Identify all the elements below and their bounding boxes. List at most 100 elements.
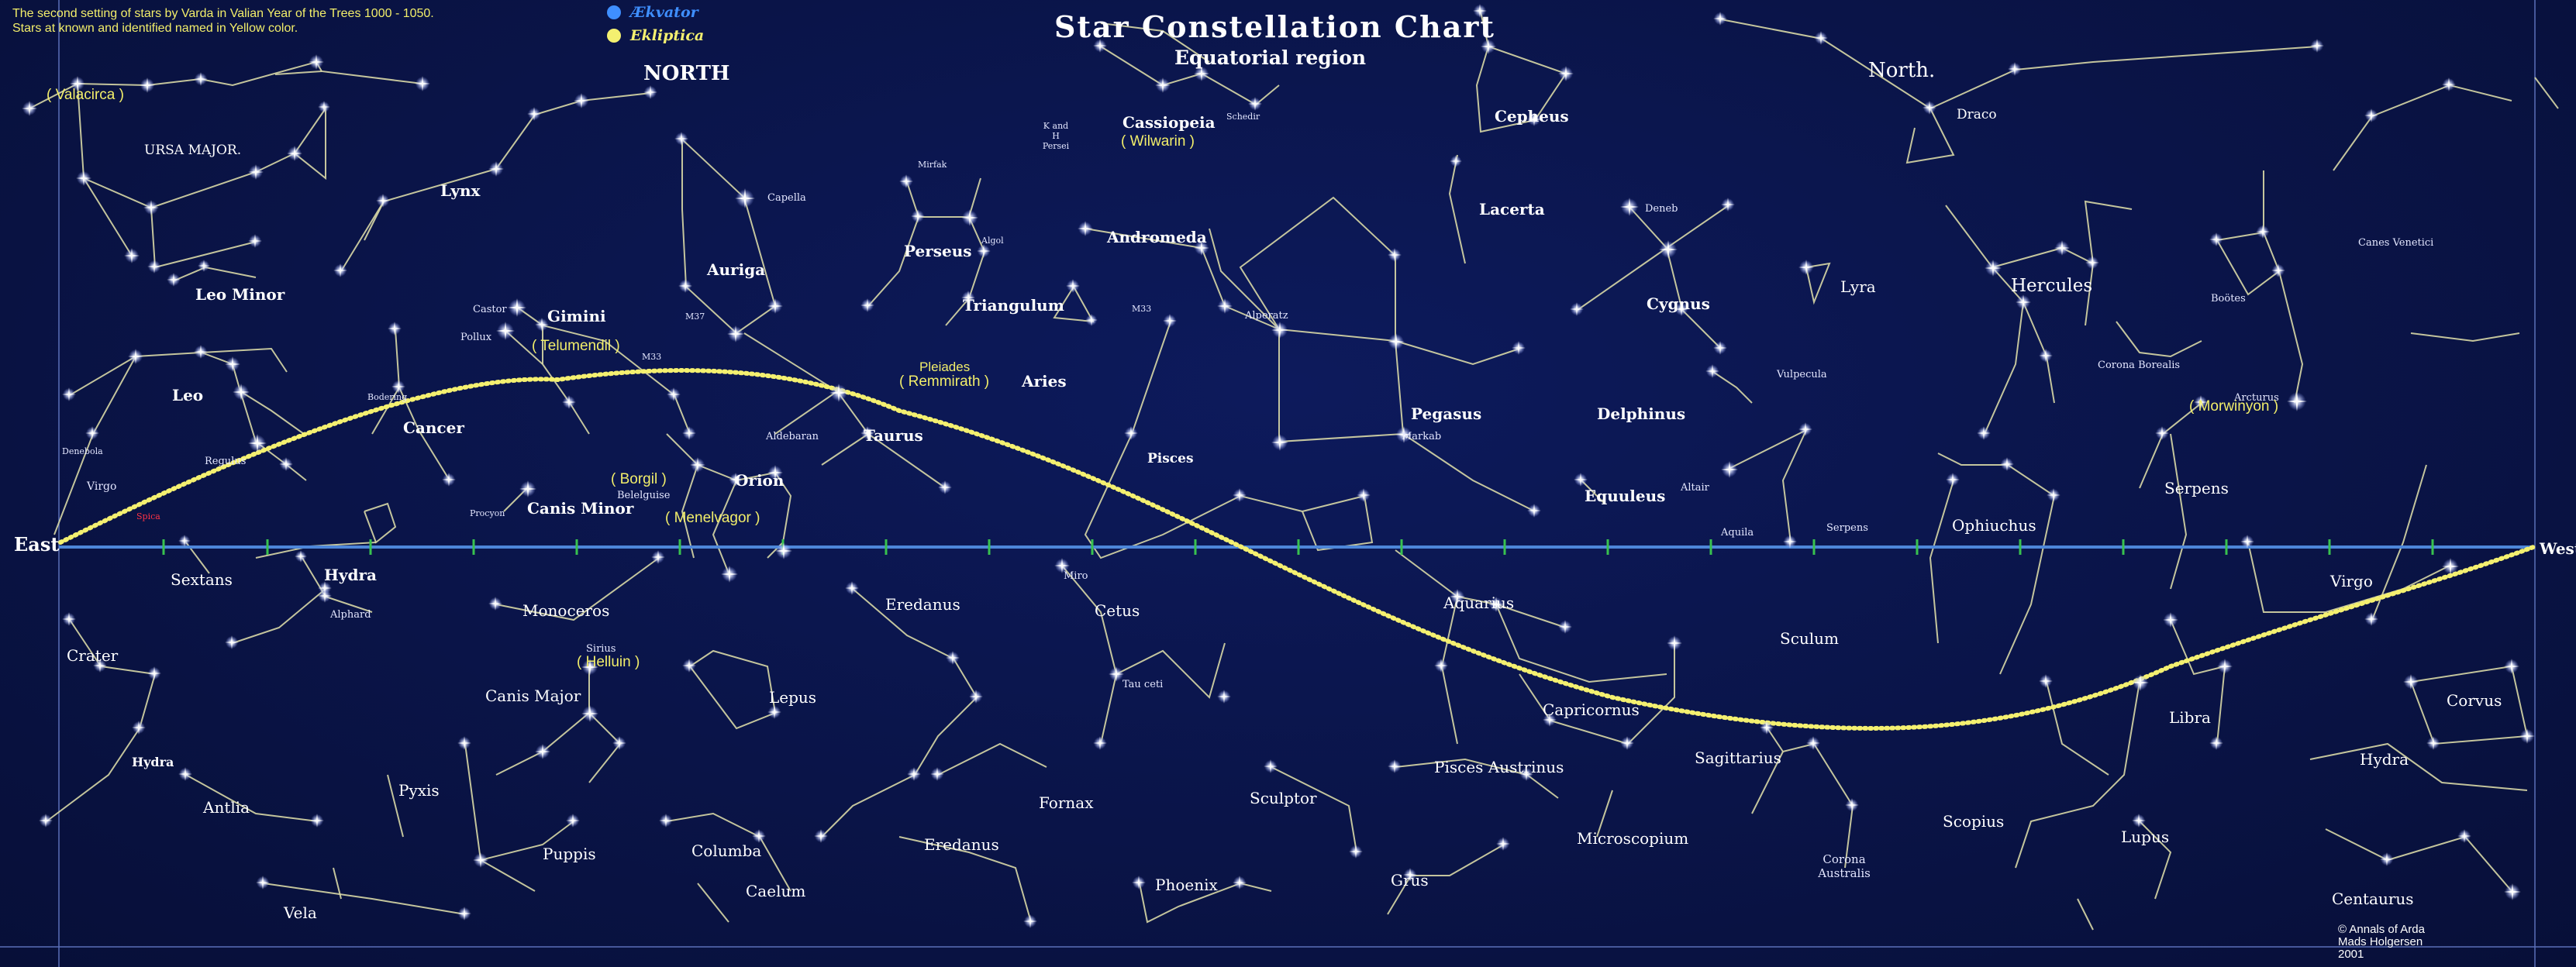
yellow-remmirath: ( Remmirath ) [899,373,990,390]
star-regulus: Regulus [205,456,247,467]
label-canis-minor: Canis Minor [527,499,634,518]
label-pyxis: Pyxis [398,781,440,800]
star-belelguise: Belelguise [617,490,671,501]
star-tau-ceti: Tau ceti [1122,679,1164,690]
label-leo: Leo [172,386,204,404]
label-hydra-2: Hydra [2360,750,2409,769]
label-draco: Draco [1957,107,1997,122]
label-aquarius: Aquarius [1443,594,1515,612]
star-m33: M33 [1132,304,1152,314]
yellow-helluin: ( Helluin ) [577,654,640,670]
label-grus: Grus [1391,871,1429,890]
label-perseus: Perseus [904,242,972,260]
label-crater: Crater [67,646,119,665]
label-centaurus: Centaurus [2332,890,2414,908]
copyright-line-2: Mads Holgersen [2338,935,2423,948]
star-denebola: Denebola [62,446,103,456]
label-lynx: Lynx [440,181,481,200]
label-canes-venetici: Canes Venetici [2358,237,2434,249]
label-triangulum: Triangulum [963,296,1064,315]
star-k-and-h-persei: K and H Persei [1042,121,1070,151]
label-monoceros: Monoceros [522,601,610,620]
label-sagittarius: Sagittarius [1695,748,1781,767]
label-libra: Libra [2169,708,2211,727]
label-eredanus-1: Eredanus [885,595,960,614]
label-lacerta: Lacerta [1479,200,1545,219]
copyright: © Annals of Arda Mads Holgersen 2001 [2338,924,2425,961]
label-taurus: Taurus [864,426,923,445]
label-sculptor: Sculptor [1250,789,1317,807]
label-phoenix: Phoenix [1155,876,1218,894]
star-m33-b: M33 [642,352,662,362]
ecliptic-legend-dot [607,29,621,43]
equator-legend-dot [607,5,621,19]
yellow-valacirca: ( Valacirca ) [47,87,124,103]
label-virgo-1: Virgo [2330,572,2373,590]
label-columba: Columba [691,841,762,860]
copyright-line-3: 2001 [2338,948,2364,961]
label-corona-borealis: Corona Borealis [2098,360,2181,371]
star-capella: Capella [767,192,806,204]
label-corona-australis: Corona Australis [1818,852,1871,880]
star-serpens: Serpens [1826,522,1868,534]
label-sextans: Sextans [171,570,233,589]
star-miro: Miro [1064,570,1088,582]
equator-legend-label: Ækvator [630,4,698,21]
star-mirfak: Mirfak [918,160,947,170]
label-auriga: Auriga [707,260,766,279]
star-markab: Markab [1402,431,1442,442]
star-m37: M37 [685,311,705,322]
star-algol: Algol [981,236,1004,246]
label-pisces-austrinus: Pisces Austrinus [1434,758,1564,776]
label-fornax: Fornax [1039,793,1094,812]
star-spica: Spica [136,511,160,521]
label-hydra-3: Hydra [132,755,174,769]
star-castor: Castor [473,304,507,315]
star-pollux: Pollux [460,332,492,343]
label-antlia: Antlia [203,798,250,817]
star-aldebaran: Aldebaran [766,431,819,442]
yellow-telumendil: ( Telumendil ) [532,338,620,354]
west-label: West [2540,539,2576,558]
page-title: Star Constellation Chart [1054,9,1495,44]
label-pisces: Pisces [1147,451,1194,466]
label-cancer: Cancer [403,418,464,437]
copyright-line-1: © Annals of Arda [2338,923,2425,936]
label-leo-minor: Leo Minor [195,285,285,304]
ecliptic-legend-label: Ekliptica [630,27,705,44]
label-lupus: Lupus [2121,828,2170,846]
label-vulpecula: Vulpecula [1777,369,1827,380]
star-procyon: Procyon [470,508,505,518]
yellow-menelvagor: ( Menelvagor ) [665,510,760,526]
ecliptic-path [58,368,2536,731]
header-note-2: Stars at known and identified named in Y… [12,22,298,35]
label-cetus: Cetus [1095,601,1140,620]
label-eredanus-2: Eredanus [924,835,999,854]
star-alperatz: Alperatz [1245,310,1288,322]
yellow-wilwarin: ( Wilwarin ) [1121,133,1195,150]
label-hydra-1: Hydra [324,566,377,584]
yellow-borgil: ( Borgil ) [611,471,667,487]
label-pegasus: Pegasus [1411,404,1482,423]
label-bootes: Boötes [2211,293,2246,305]
label-equuleus: Equuleus [1585,487,1666,505]
label-cepheus: Cepheus [1495,107,1569,126]
yellow-pleiades: Pleiades [919,360,971,374]
star-schedir: Schedir [1226,112,1260,122]
label-cygnus: Cygnus [1647,294,1710,313]
label-andromeda: Andromeda [1107,228,1207,246]
label-virgo-2: Virgo [87,480,117,493]
label-delphinus: Delphinus [1597,404,1686,423]
label-ursa-major: URSA MAJOR. [144,143,242,158]
label-capricornus: Capricornus [1543,700,1640,719]
page-subtitle: Equatorial region [1174,46,1367,69]
header-note-1: The second setting of stars by Varda in … [12,7,434,20]
north-label-right: North. [1868,59,1936,82]
label-serpens: Serpens [2164,479,2229,497]
label-sculum: Sculum [1780,629,1840,648]
celestial-equator [59,539,2533,555]
label-cassiopeia: Cassiopeia [1122,113,1216,132]
